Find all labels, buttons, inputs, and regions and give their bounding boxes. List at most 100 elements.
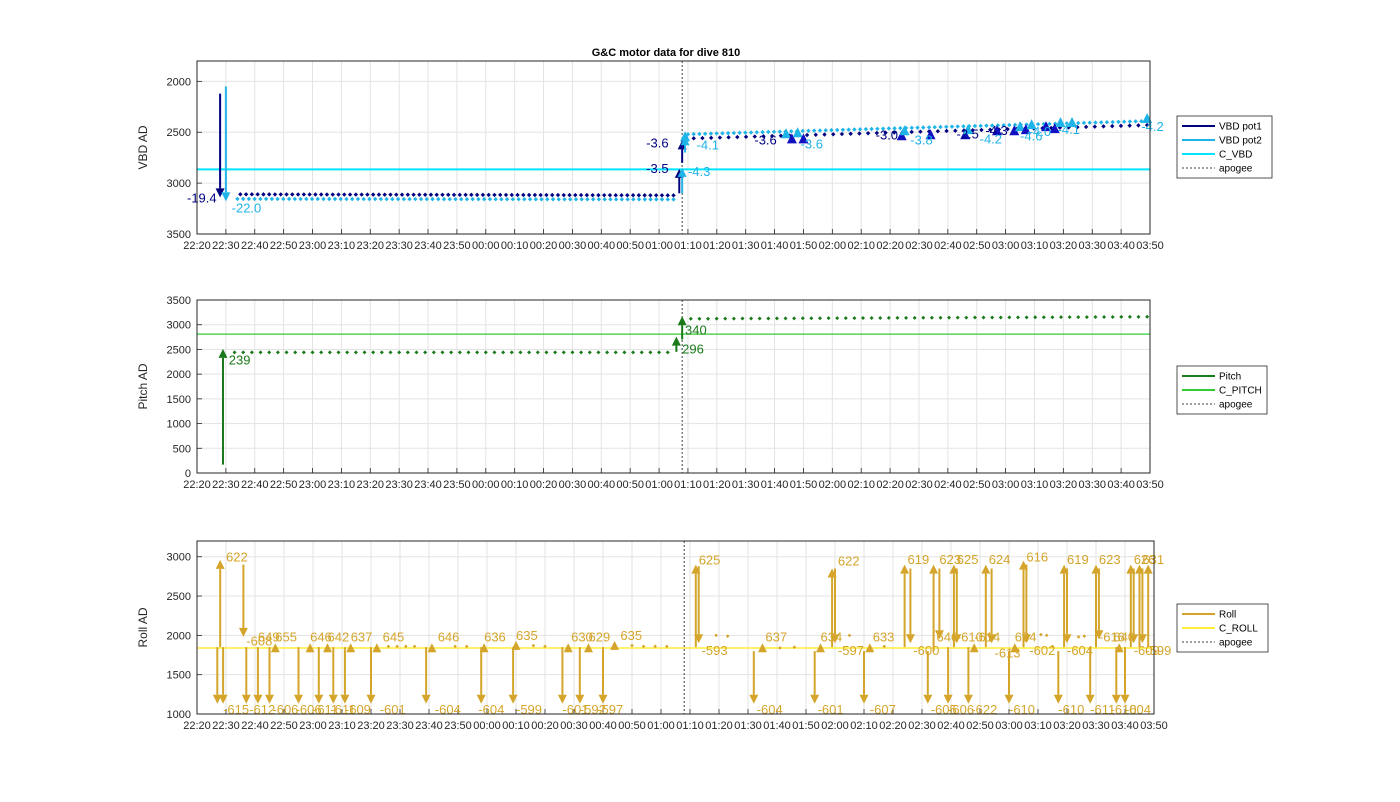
roll-move-arrow-head [294, 694, 303, 704]
data-point [1041, 121, 1046, 127]
roll-move-arrow-head [810, 694, 820, 704]
data-point [1059, 315, 1064, 320]
legend-entry: apogee [1219, 400, 1253, 411]
data-point [1076, 120, 1081, 126]
legend-entry: VBD pot1 [1219, 122, 1262, 133]
data-point [309, 196, 315, 202]
data-point [1005, 126, 1010, 132]
data-point [359, 192, 364, 197]
data-point [550, 197, 556, 202]
data-point [567, 192, 572, 198]
vbd-move-marker [1049, 123, 1060, 134]
y-tick-label: 1000 [167, 419, 191, 431]
figure-title: G&C motor data for dive 810 [592, 47, 741, 59]
data-point [1087, 120, 1092, 125]
data-point [413, 196, 418, 202]
roll-move-arrow-head [340, 694, 350, 704]
data-point [401, 196, 407, 202]
vbd-panel: 22:20 22:30 22:40 22:50 23:00 23:10 23:20 23:30… [136, 60, 1273, 252]
legend-entry: Pitch [1219, 372, 1241, 383]
data-point [464, 196, 470, 202]
legend-entry: Roll [1219, 610, 1236, 621]
vbd-move-marker [991, 125, 1002, 136]
roll-move-arrow-head [584, 643, 593, 653]
data-point [1007, 315, 1012, 320]
data-point [1041, 315, 1046, 320]
value-label: -601 [818, 702, 844, 717]
data-point [390, 196, 395, 202]
y-axis-label: Roll AD [136, 607, 150, 647]
roll-move-arrow-head [859, 694, 869, 704]
data-point [857, 131, 862, 136]
roll-move-arrow-head [1094, 630, 1104, 640]
data-point [826, 316, 831, 321]
data-point [834, 127, 840, 133]
data-point [706, 316, 711, 321]
data-point [275, 350, 280, 355]
roll-data-point [1082, 634, 1087, 638]
roll-data-point [531, 643, 536, 648]
data-point [431, 350, 436, 355]
data-point [545, 197, 550, 202]
y-tick-label: 3000 [167, 178, 191, 190]
data-point [904, 315, 909, 320]
value-label: -601 [562, 702, 588, 717]
value-label: 646 [310, 630, 332, 645]
roll-move-arrow-head [328, 694, 338, 704]
data-point [395, 196, 401, 202]
roll-move-arrow-head [963, 694, 973, 704]
data-point [440, 350, 445, 355]
data-point [932, 124, 937, 130]
data-point [918, 129, 923, 134]
value-label: -609 [345, 702, 371, 717]
vbd-move-arrow-head [677, 167, 687, 177]
y-tick-label: 3500 [167, 295, 191, 307]
x-tick-label: 23:30 [385, 240, 413, 252]
y-tick-label: 1000 [167, 709, 191, 721]
data-point [800, 128, 805, 134]
legend-entry: apogee [1219, 638, 1253, 649]
x-tick-label: 23:10 [328, 240, 356, 252]
x-tick-label: 01:30 [732, 479, 760, 491]
x-tick-label: 01:30 [732, 240, 760, 252]
value-label: -614 [974, 630, 1000, 645]
data-point [483, 350, 488, 355]
vbd-move-marker [1026, 119, 1037, 130]
value-label: -611 [1090, 702, 1115, 717]
x-tick-label: 23:00 [299, 240, 327, 252]
vbd-move-marker [1055, 117, 1066, 128]
value-label: -4.6 [1020, 128, 1042, 143]
value-label: 637 [765, 630, 787, 645]
data-point [272, 192, 278, 197]
data-point [585, 197, 590, 202]
data-point [399, 192, 405, 197]
vbd-move-marker [1009, 125, 1020, 136]
data-point [278, 192, 283, 197]
data-point [1053, 121, 1058, 126]
data-point [766, 129, 771, 135]
x-tick-label: 02:30 [905, 240, 933, 252]
value-label: -608 [246, 634, 272, 649]
value-label: -604 [435, 702, 461, 717]
data-point [1116, 119, 1121, 125]
x-tick-label: 22:40 [241, 240, 269, 252]
value-label: 619 [908, 552, 930, 567]
data-point [613, 350, 618, 355]
x-tick-label: 00:30 [560, 720, 588, 732]
data-point [831, 132, 836, 137]
data-point [252, 196, 257, 202]
x-tick-label: 22:50 [270, 240, 298, 252]
roll-data-point [792, 645, 797, 649]
data-point [384, 196, 389, 202]
roll-move-arrow-head [1085, 694, 1095, 704]
x-tick-label: 23:00 [299, 720, 327, 732]
y-tick-label: 500 [173, 443, 191, 455]
data-point [267, 350, 272, 355]
data-point [944, 128, 949, 134]
roll-move-arrow-head [758, 643, 767, 653]
data-point [938, 124, 943, 130]
data-point [700, 135, 705, 141]
x-tick-label: 03:20 [1053, 720, 1081, 732]
data-point [397, 350, 402, 355]
roll-data-point [1076, 635, 1081, 639]
